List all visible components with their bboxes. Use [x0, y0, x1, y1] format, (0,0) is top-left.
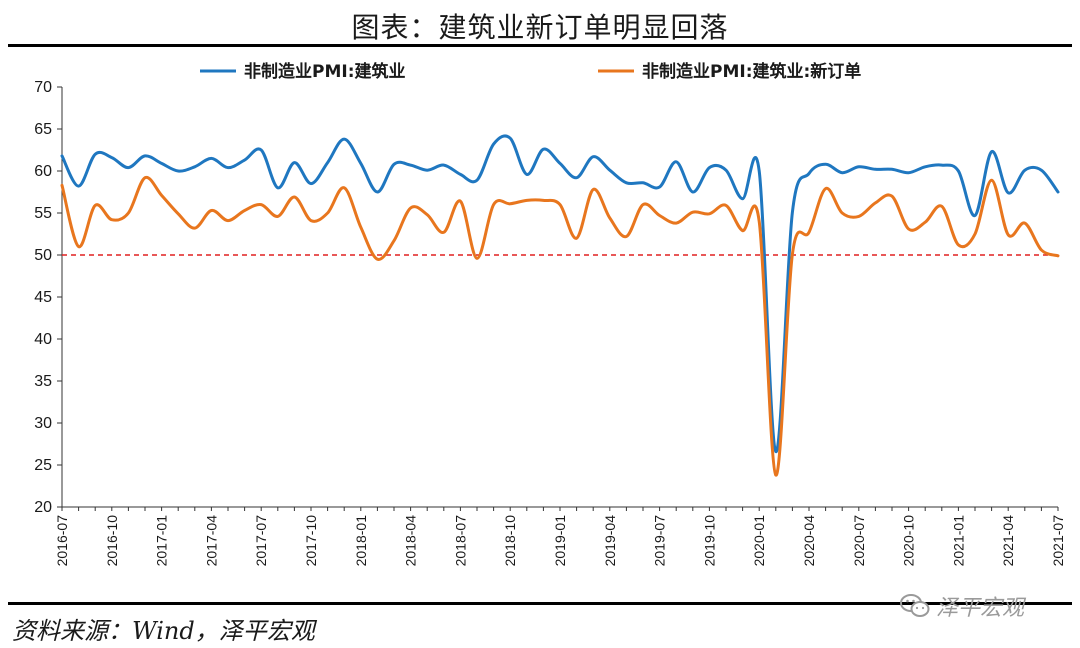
series-line-2 [60, 175, 1060, 477]
x-tick-label: 2017-01 [154, 515, 170, 567]
legend: 非制造业PMI:建筑业 非制造业PMI:建筑业:新订单 [200, 61, 861, 82]
watermark-text: 泽平宏观 [936, 596, 1025, 621]
x-tick-label: 2020-07 [851, 515, 867, 567]
y-tick-label: 55 [34, 205, 52, 222]
top-rule [8, 44, 1072, 47]
y-tick-label: 65 [34, 121, 52, 138]
x-tick-label: 2020-10 [901, 515, 917, 567]
x-tick-label: 2021-04 [1000, 515, 1016, 567]
x-tick-labels: 2016-07 2016-10 2017-01 2017-04 2017-07 2017-… [54, 507, 1066, 566]
y-tick-label: 30 [34, 415, 52, 432]
axes [61, 87, 1058, 508]
y-tick-labels: 20 25 30 35 40 45 50 55 60 65 70 [34, 79, 62, 516]
legend-label-2: 非制造业PMI:建筑业:新订单 [642, 61, 861, 82]
x-tick-label: 2019-10 [701, 515, 717, 567]
series-lines [60, 134, 1060, 477]
y-tick-label: 45 [34, 289, 52, 306]
x-tick-label: 2017-07 [253, 515, 269, 567]
x-tick-label: 2018-07 [452, 515, 468, 567]
y-tick-label: 35 [34, 373, 52, 390]
x-tick-label: 2016-07 [54, 515, 70, 567]
x-tick-label: 2020-04 [801, 515, 817, 567]
series-line-1 [60, 134, 1060, 454]
x-tick-label: 2019-01 [552, 515, 568, 567]
x-tick-label: 2016-10 [104, 515, 120, 567]
x-tick-label: 2017-04 [203, 515, 219, 567]
y-tick-label: 60 [34, 163, 52, 180]
source-note: 资料来源：Wind，泽平宏观 [12, 617, 315, 645]
bottom-rule [8, 602, 1072, 605]
x-tick-label: 2021-07 [1050, 515, 1066, 567]
x-tick-label: 2018-04 [403, 515, 419, 567]
watermark: 泽平宏观 [900, 590, 1024, 622]
x-tick-label: 2017-10 [303, 515, 319, 567]
y-tick-label: 40 [34, 331, 52, 348]
chart-title: 图表：建筑业新订单明显回落 [351, 11, 729, 44]
wechat-icon [900, 594, 930, 617]
y-tick-label: 50 [34, 247, 52, 264]
line-chart: 非制造业PMI:建筑业 非制造业PMI:建筑业:新订单 20 25 30 35 40 45 5… [34, 61, 1066, 566]
y-tick-label: 70 [34, 79, 52, 96]
y-tick-label: 25 [34, 457, 52, 474]
x-tick-label: 2020-01 [751, 515, 767, 567]
legend-label-1: 非制造业PMI:建筑业 [244, 61, 406, 82]
y-tick-label: 20 [34, 499, 52, 516]
x-tick-label: 2018-01 [353, 515, 369, 567]
x-tick-label: 2019-07 [652, 515, 668, 567]
x-tick-label: 2021-01 [950, 515, 966, 567]
x-tick-label: 2019-04 [602, 515, 618, 567]
x-tick-label: 2018-10 [502, 515, 518, 567]
